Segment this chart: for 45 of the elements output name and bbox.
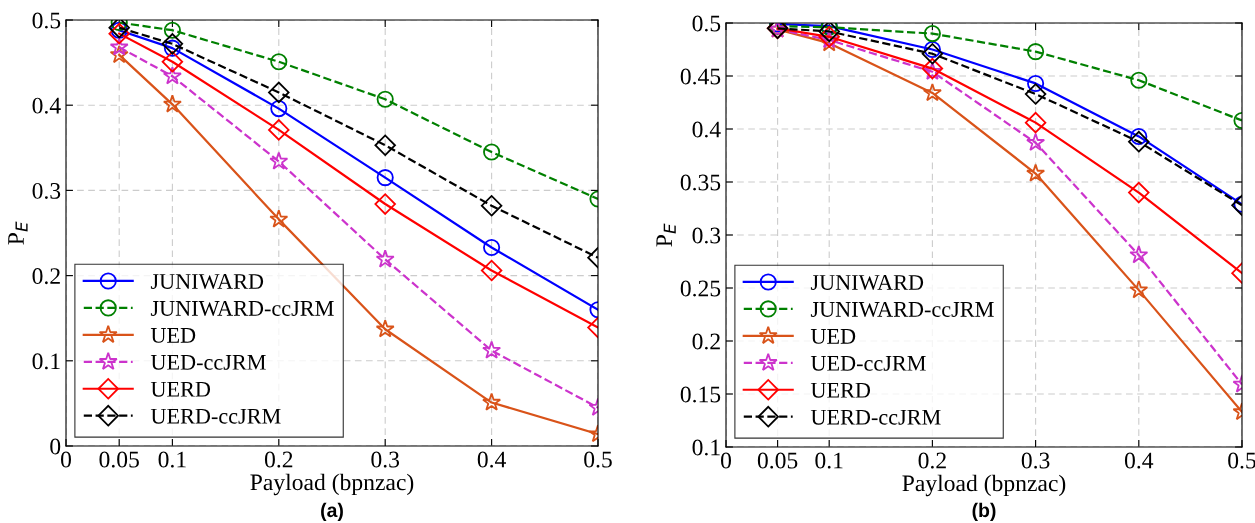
x-axis-title: Payload (bpnzac) [902, 474, 1066, 497]
legend-label: JUNIWARD [810, 275, 924, 291]
y-tick-label: 0.35 [680, 174, 721, 191]
legend-label: JUNIWARD [150, 274, 264, 290]
y-tick-label: 0 [50, 438, 61, 455]
legend-label: JUNIWARD-ccJRM [810, 302, 994, 318]
x-tick-label: 0.1 [815, 452, 843, 469]
x-tick-label: 0.5 [584, 451, 612, 468]
text: (a) [321, 502, 343, 521]
legend-label: UED-ccJRM [150, 355, 266, 370]
x-tick-label: 0.1 [158, 451, 186, 468]
y-axis-title: P$_{E}$ [656, 223, 676, 247]
legend-label: UERD-ccJRM [150, 408, 281, 424]
x-tick-label: 0.3 [1021, 452, 1050, 469]
y-tick-label: 0.1 [32, 353, 60, 370]
y-tick-label: 0.2 [692, 333, 720, 350]
y-tick-label: 0.4 [32, 97, 61, 114]
legend-label: UED [150, 328, 196, 343]
y-tick-label: 0.15 [680, 386, 721, 403]
y-axis-title: P$_{E}$ [8, 221, 28, 245]
x-tick-label: 0.2 [264, 451, 293, 468]
y-tick-label: 0.5 [692, 15, 721, 32]
x-tick-label: 0.5 [1228, 452, 1255, 469]
x-tick-label: 0.05 [99, 451, 139, 468]
legend-label: UED-ccJRM [810, 356, 926, 371]
y-tick-label: 0.3 [32, 182, 61, 199]
x-tick-label: 0.4 [1124, 452, 1154, 469]
y-tick-label: 0.25 [680, 280, 721, 297]
legend-label: UERD-ccJRM [810, 409, 941, 425]
y-tick-label: 0.4 [692, 121, 721, 138]
x-tick-label: 0.4 [477, 451, 506, 468]
y-tick-label: 0.2 [32, 268, 60, 285]
x-tick-label: 0.05 [757, 452, 798, 469]
legend-label: UED [810, 329, 856, 344]
x-axis-title: Payload (bpnzac) [250, 473, 414, 496]
y-tick-label: 0.1 [692, 439, 720, 456]
x-tick-label: 0.2 [918, 452, 946, 469]
y-tick-label: 0.3 [692, 227, 721, 244]
y-tick-label: 0.5 [32, 12, 61, 29]
text: (b) [972, 502, 996, 521]
y-tick-label: 0.45 [680, 68, 721, 85]
x-tick-label: 0.3 [371, 451, 400, 468]
legend-label: UERD [810, 382, 871, 398]
legend-label: UERD [150, 381, 211, 397]
legend-label: JUNIWARD-ccJRM [150, 301, 334, 317]
